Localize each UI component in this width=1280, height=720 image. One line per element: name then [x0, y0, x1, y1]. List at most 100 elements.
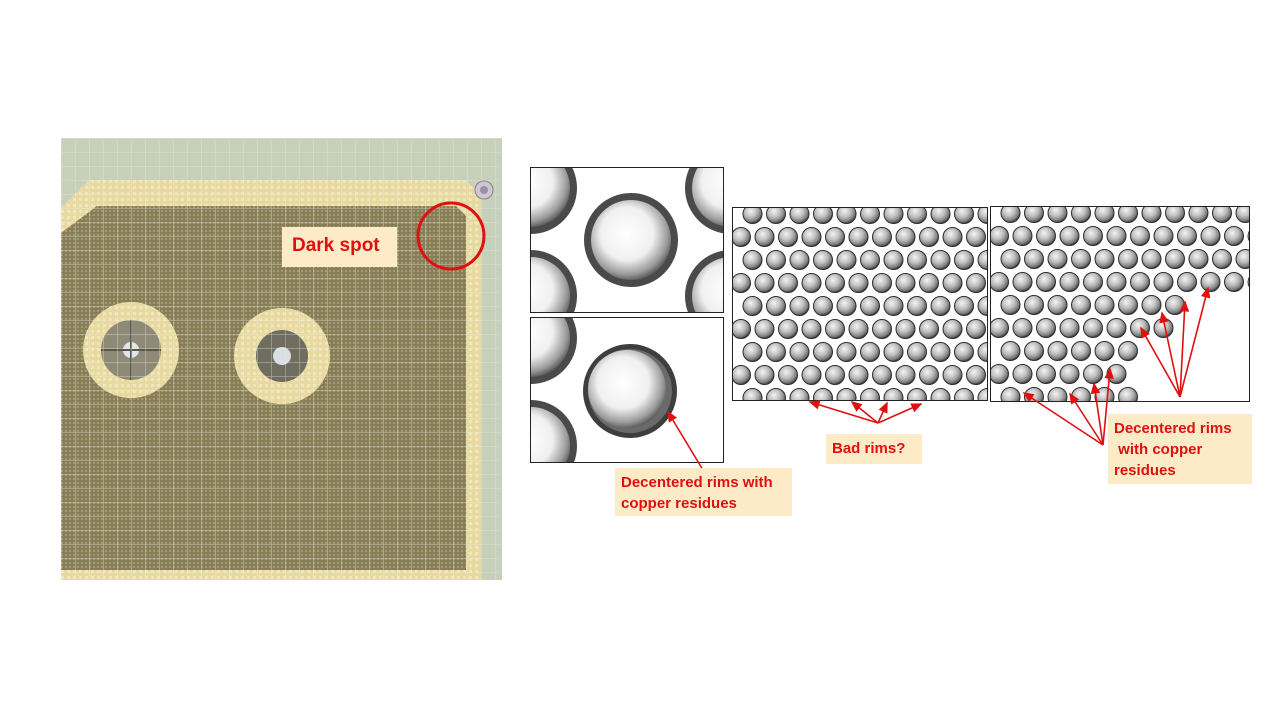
arrow-bad-rims-1 — [808, 400, 879, 424]
closeup-panel-top — [530, 167, 724, 313]
mesh-hole — [754, 365, 775, 385]
mesh-hole — [966, 365, 986, 385]
mesh-hole — [813, 342, 833, 362]
mesh-hole — [883, 250, 904, 270]
hole-array-middle-drawing — [733, 208, 987, 400]
mesh-hole — [1083, 226, 1103, 246]
mesh-hole — [733, 365, 751, 385]
mesh-hole — [919, 227, 939, 247]
closeup-panel-bottom — [530, 317, 724, 463]
mesh-hole — [1177, 226, 1197, 246]
mesh-hole — [1059, 226, 1080, 246]
mesh-hole — [1024, 249, 1044, 269]
mesh-hole — [1247, 230, 1249, 242]
mesh-hole — [872, 365, 892, 385]
closeup-top-drawing — [531, 168, 723, 312]
mesh-hole — [1141, 207, 1162, 223]
mesh-hole — [1000, 341, 1021, 361]
mesh-hole — [977, 296, 987, 316]
mesh-hole — [1036, 364, 1056, 384]
mesh-hole — [895, 365, 916, 385]
mesh-hole — [766, 388, 786, 400]
mesh-hole — [1094, 295, 1115, 315]
mesh-hole — [754, 227, 775, 247]
mesh-hole — [848, 273, 869, 293]
mesh-hole — [942, 365, 963, 385]
mesh-hole — [1141, 295, 1162, 315]
mesh-hole — [754, 273, 775, 293]
mesh-hole — [977, 388, 987, 400]
arrow-decentered-right-8 — [1179, 286, 1211, 398]
mesh-hole — [1106, 272, 1127, 292]
mesh-hole — [977, 342, 987, 362]
mesh-hole — [789, 208, 810, 224]
mesh-hole — [883, 342, 904, 362]
mesh-hole — [848, 319, 869, 339]
dark-spot-label: Dark spot — [292, 235, 380, 256]
mesh-hole — [1000, 207, 1021, 223]
closeup-bottom-drawing — [531, 318, 677, 462]
mesh-hole — [1000, 295, 1021, 315]
mesh-hole — [813, 208, 833, 224]
decentered-left-line-1: Decentered rims with — [621, 474, 773, 491]
mesh-hole — [766, 342, 786, 362]
highlight-circle — [416, 201, 486, 271]
arrow-bad-rims-3 — [877, 401, 888, 424]
mesh-hole — [1153, 272, 1174, 292]
mesh-hole — [930, 388, 951, 400]
mesh-hole — [836, 250, 857, 270]
mesh-hole — [742, 250, 763, 270]
mesh-hole — [872, 319, 892, 339]
mesh-hole — [1047, 387, 1068, 401]
mesh-hole — [1165, 207, 1185, 223]
mesh-hole — [766, 250, 786, 270]
arrow-decentered-left — [667, 410, 704, 471]
mesh-hole — [733, 319, 751, 339]
mesh-hole — [1188, 207, 1209, 223]
mesh-hole — [1000, 249, 1021, 269]
mesh-hole — [801, 273, 822, 293]
mesh-hole — [1235, 249, 1249, 269]
mesh-hole — [1118, 387, 1138, 401]
mesh-hole — [907, 208, 927, 224]
mesh-hole — [966, 227, 986, 247]
mesh-hole — [907, 342, 927, 362]
arrow-decentered-right-5 — [1140, 326, 1181, 398]
mesh-hole — [801, 227, 822, 247]
decentered-right-line-2: with copper — [1114, 441, 1203, 458]
arrow-bad-rims-2 — [850, 400, 879, 424]
mesh-hole — [1012, 318, 1033, 338]
mesh-hole — [1047, 295, 1068, 315]
mesh-hole — [1118, 249, 1138, 269]
mesh-hole — [1094, 341, 1115, 361]
mesh-hole — [1153, 226, 1174, 246]
mesh-hole — [742, 208, 763, 224]
mesh-hole — [1200, 226, 1221, 246]
mesh-hole — [1106, 318, 1127, 338]
mesh-hole — [991, 226, 1009, 246]
arrow-bad-rims-4 — [877, 403, 923, 424]
bad-rims-label: Bad rims? — [832, 440, 906, 457]
arrow-decentered-right-3 — [1090, 382, 1104, 446]
mesh-hole — [954, 388, 974, 400]
mesh-hole — [778, 319, 798, 339]
mesh-hole — [883, 388, 904, 400]
mesh-hole — [907, 388, 927, 400]
mesh-hole — [1118, 207, 1138, 223]
mesh-hole — [1059, 272, 1080, 292]
mesh-hole — [942, 227, 963, 247]
decentered-right-callout: Decentered rims with copper residues — [1108, 414, 1252, 484]
mesh-hole — [954, 342, 974, 362]
mesh-hole — [860, 342, 880, 362]
mesh-hole — [1059, 318, 1080, 338]
hole-array-panel-middle — [732, 207, 988, 401]
mesh-hole — [930, 342, 951, 362]
mesh-hole — [1094, 249, 1115, 269]
mesh-hole — [930, 296, 951, 316]
mesh-hole — [883, 208, 904, 224]
mesh-hole — [778, 273, 798, 293]
mesh-hole — [966, 273, 986, 293]
mesh-hole — [1024, 341, 1044, 361]
decentered-left-callout: Decentered rims with copper residues — [615, 468, 792, 516]
